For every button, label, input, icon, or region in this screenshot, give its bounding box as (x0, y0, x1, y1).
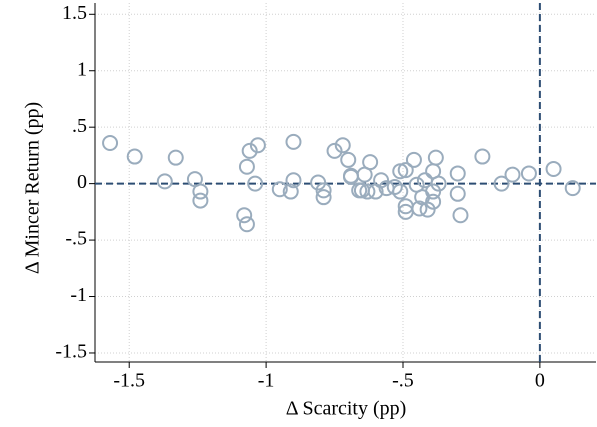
point (285, 172, 302, 189)
point (419, 201, 436, 218)
y-tick-label: 1 (77, 58, 87, 80)
point (362, 154, 379, 171)
y-axis-label: Δ Mincer Return (pp) (22, 102, 44, 274)
point (359, 183, 376, 200)
point (126, 148, 143, 165)
point (334, 137, 351, 154)
y-tick-label: -1 (70, 284, 87, 306)
point (392, 183, 409, 200)
point (520, 165, 537, 182)
point (238, 158, 255, 175)
point (392, 163, 409, 180)
y-tick-label: -1.5 (55, 341, 87, 363)
y-tick-label: 1.5 (62, 2, 87, 24)
point (449, 165, 466, 182)
point (241, 142, 258, 159)
point (397, 162, 414, 179)
x-axis-label: Δ Scarcity (pp) (286, 398, 407, 420)
point (452, 207, 469, 224)
point (102, 134, 119, 151)
point (285, 133, 302, 150)
point (238, 216, 255, 233)
x-tick-label: 0 (535, 370, 545, 392)
point (167, 149, 184, 166)
point (236, 207, 253, 224)
point (340, 151, 357, 168)
point (545, 160, 562, 177)
y-tick-label: 0 (77, 171, 87, 193)
x-tick-label: -.5 (392, 370, 414, 392)
y-tick-label: .5 (72, 115, 87, 137)
point (156, 173, 173, 190)
point (411, 200, 428, 217)
y-tick-label: -.5 (65, 228, 87, 250)
point (504, 166, 521, 183)
point (310, 174, 327, 191)
point (373, 172, 390, 189)
point (430, 175, 447, 192)
point (249, 137, 266, 154)
point (247, 175, 264, 192)
point (425, 193, 442, 210)
point (315, 182, 332, 199)
point (315, 189, 332, 206)
x-tick-label: -1 (258, 370, 275, 392)
point (427, 149, 444, 166)
point (564, 180, 581, 197)
point (282, 183, 299, 200)
point (386, 179, 403, 196)
point (474, 148, 491, 165)
x-tick-label: -1.5 (113, 370, 145, 392)
point (192, 192, 209, 209)
point (425, 183, 442, 200)
point (271, 181, 288, 198)
point (326, 142, 343, 159)
point (449, 185, 466, 202)
point (493, 175, 510, 192)
point (405, 151, 422, 168)
point (192, 183, 209, 200)
